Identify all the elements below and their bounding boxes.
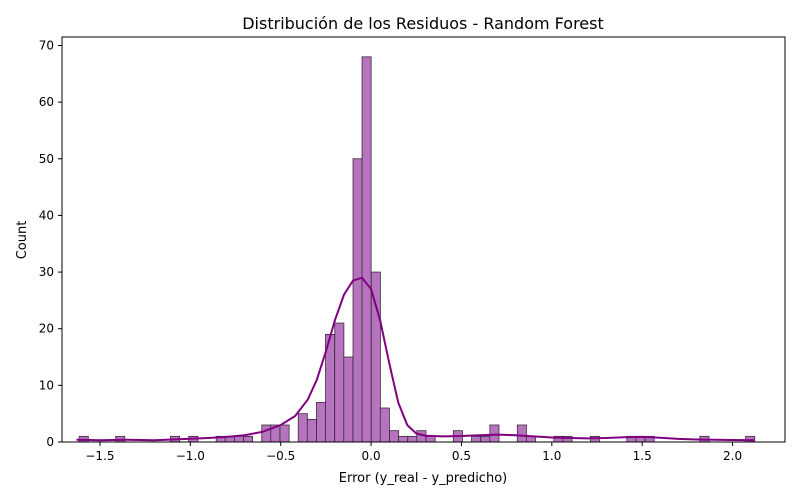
x-tick-label: 2.0 [723, 449, 742, 463]
histogram-bar [297, 413, 308, 443]
histogram-bar [516, 424, 527, 443]
histogram-bar [480, 435, 491, 443]
x-tick-label: −0.5 [266, 449, 295, 463]
x-axis-ticks: −1.5 −1.0 −0.5 0.0 0.5 1.0 1.5 2.0 [85, 442, 742, 463]
kde-curve [76, 276, 755, 442]
y-axis-ticks: 0 10 20 30 40 50 60 70 [39, 38, 62, 449]
plot-frame [61, 36, 786, 443]
histogram-bar [234, 435, 244, 443]
histogram-bar [425, 435, 436, 443]
histogram-bar [316, 401, 327, 443]
x-tick-label: −1.0 [176, 449, 205, 463]
histogram-bar [261, 424, 272, 443]
histogram-bar [306, 418, 317, 443]
y-tick-label: 50 [39, 152, 54, 166]
histogram-bar [398, 435, 409, 443]
histogram-bar [243, 435, 254, 443]
histogram-bar [361, 56, 372, 443]
histogram-bar [352, 158, 363, 443]
y-tick-label: 20 [39, 322, 54, 336]
x-tick-label: 1.5 [633, 449, 652, 463]
histogram-bar [334, 322, 345, 443]
histogram-bar [279, 424, 290, 443]
x-tick-label: 0.5 [452, 449, 471, 463]
y-tick-label: 40 [39, 208, 54, 222]
x-axis-label: Error (y_real - y_predicho) [339, 471, 507, 486]
histogram-bar [379, 407, 390, 443]
x-tick-label: −1.5 [85, 449, 114, 463]
histogram-bar [471, 435, 482, 443]
y-tick-label: 0 [46, 435, 54, 449]
x-tick-label: 0.0 [362, 449, 381, 463]
histogram-bar [343, 356, 354, 443]
y-tick-label: 60 [39, 95, 54, 109]
histogram-bar [489, 424, 500, 443]
histogram-bar [389, 430, 400, 443]
chart-title: Distribución de los Residuos - Random Fo… [242, 14, 604, 33]
y-axis-label: Count [15, 221, 30, 260]
y-tick-label: 70 [39, 38, 54, 52]
y-tick-label: 10 [39, 378, 54, 392]
y-tick-label: 30 [39, 265, 54, 279]
x-tick-label: 1.0 [542, 449, 561, 463]
histogram-bars [78, 56, 756, 443]
histogram-bar [407, 435, 418, 443]
